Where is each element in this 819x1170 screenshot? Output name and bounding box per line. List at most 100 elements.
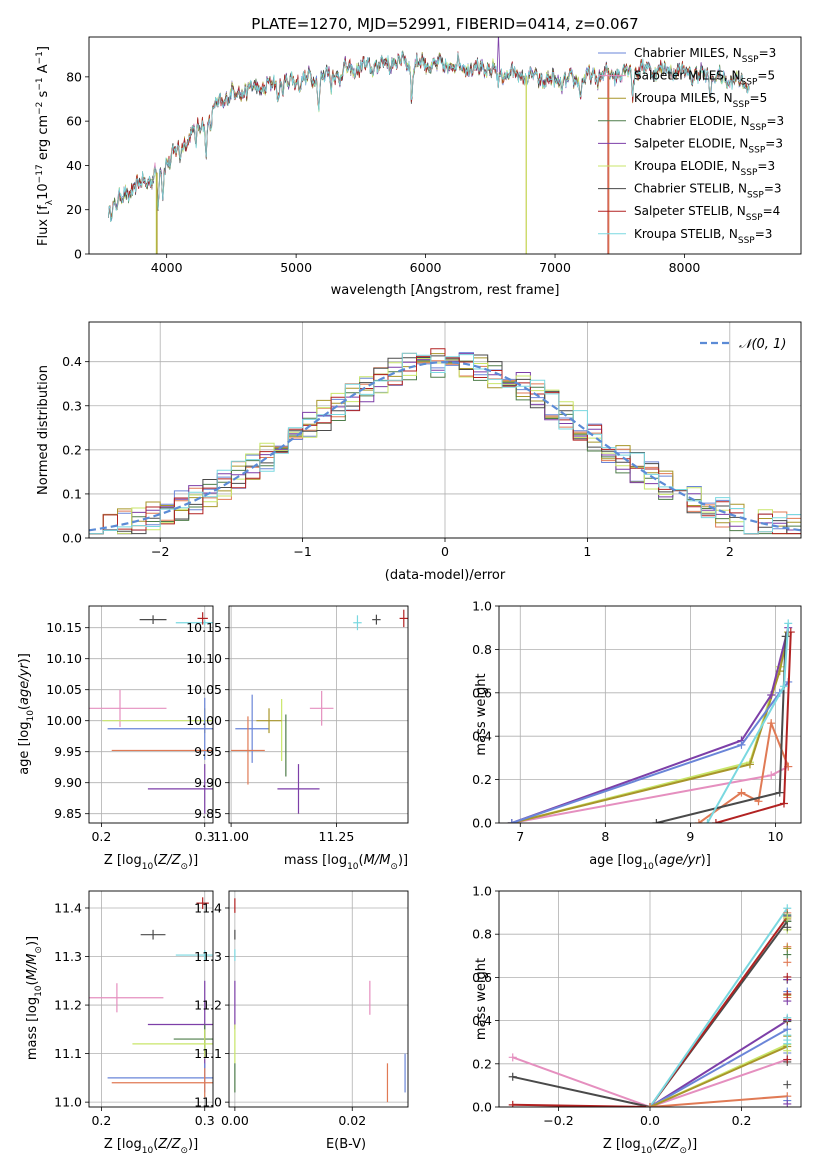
y-tick-label: 0.6 <box>472 685 492 700</box>
y-tick-label: 0.8 <box>472 927 492 942</box>
axes-massweight-vs-age: 7 8 9 10 0.0 0.2 0.4 0.6 0.8 1.0 age [log10(age/yr… <box>472 599 802 872</box>
weight-marker <box>508 1053 517 1062</box>
axes-frame <box>228 605 409 824</box>
weight-marker <box>783 1055 792 1064</box>
y-tick-label: 9.85 <box>194 806 222 821</box>
x-axis-label: Z [log10(Z/Z⊙)] <box>104 1137 198 1156</box>
data-point <box>196 897 209 909</box>
weight-marker <box>767 690 776 699</box>
weight-line-5 <box>649 1019 788 1107</box>
x-tick-label: 1 <box>583 544 591 559</box>
y-tick-label: 10.10 <box>186 651 222 666</box>
plot-area <box>234 898 406 1103</box>
axes-massweight-vs-Z: −0.2 0.0 0.2 0.0 0.2 0.4 0.6 0.8 1.0 Z [log10(Z/Z… <box>472 884 802 1156</box>
x-tick-label: 4000 <box>151 260 183 275</box>
axes-frame <box>88 321 802 539</box>
y-tick-label: 10.15 <box>46 620 82 635</box>
y-tick-label: 1.0 <box>472 599 492 614</box>
weight-line-5 <box>511 627 790 823</box>
data-point <box>353 615 362 631</box>
y-tick-label: 0.6 <box>472 970 492 985</box>
y-tick-label: 9.95 <box>54 744 82 759</box>
weight-marker <box>507 819 516 823</box>
axes-mass-vs-EBV: 0.00 0.02 11.0 11.1 11.2 11.3 11.4 E(B-V) <box>194 890 409 1152</box>
plot-area <box>89 348 801 535</box>
weight-marker <box>767 771 776 780</box>
x-tick-label: 0.0 <box>640 1113 660 1128</box>
y-tick-label: 10.05 <box>186 682 222 697</box>
plot-area <box>89 612 213 814</box>
x-tick-label: 0 <box>441 544 449 559</box>
y-axis-label: Normed distribution <box>36 365 51 495</box>
x-tick-label: 0.00 <box>221 1113 249 1128</box>
y-tick-label: 10.15 <box>186 620 222 635</box>
data-point <box>89 983 164 1013</box>
x-axis-label: age [log10(age/yr)] <box>589 853 711 872</box>
x-tick-label: −1 <box>293 544 311 559</box>
x-axis-label: Z [log10(Z/Z⊙)] <box>603 1137 697 1156</box>
weight-line-6 <box>649 1028 788 1107</box>
y-tick-label: 9.95 <box>194 744 222 759</box>
x-tick-label: 10 <box>768 829 784 844</box>
axes-mass-vs-Z: 0.2 0.3 11.0 11.1 11.2 11.3 11.4 Z [log10(Z/Z⊙)… <box>25 890 215 1156</box>
data-point <box>309 690 334 726</box>
y-tick-label: 11.0 <box>54 1095 82 1110</box>
y-tick-label: 10.00 <box>186 713 222 728</box>
x-tick-label: 0.2 <box>732 1113 752 1128</box>
axes-frame <box>88 36 802 255</box>
y-tick-label: 10.10 <box>46 651 82 666</box>
data-point <box>107 697 213 760</box>
weight-line-4 <box>511 631 790 823</box>
y-tick-label: 0.2 <box>62 442 82 457</box>
weight-marker <box>711 819 720 823</box>
y-tick-label: 9.90 <box>194 775 222 790</box>
plot-area <box>507 619 795 823</box>
x-axis-label: mass [log10(M/M⊙)] <box>284 853 408 872</box>
axes-frame <box>88 890 214 1108</box>
y-tick-label: 0.2 <box>472 1056 492 1071</box>
weight-marker <box>783 997 792 1006</box>
weight-marker <box>694 819 703 823</box>
data-point <box>277 764 320 814</box>
y-tick-label: 0 <box>74 247 82 262</box>
weight-marker <box>783 950 792 959</box>
y-tick-label: 20 <box>66 202 82 217</box>
legend-label: Chabrier MILES, NSSP=3 <box>634 46 776 65</box>
data-point <box>231 716 265 785</box>
weight-marker <box>783 990 792 999</box>
weight-marker <box>652 819 661 823</box>
data-point <box>197 612 208 625</box>
data-point <box>147 764 213 814</box>
x-axis-label: E(B-V) <box>326 1137 366 1152</box>
y-tick-label: 11.3 <box>194 949 222 964</box>
legend-label: 𝒩(0, 1) <box>739 337 786 352</box>
x-tick-label: 6000 <box>410 260 442 275</box>
histogram-9 <box>89 352 801 535</box>
axes-frame <box>228 890 409 1108</box>
axes-frame <box>498 890 802 1108</box>
halpha-emission <box>496 37 501 73</box>
y-tick-label: 9.90 <box>54 775 82 790</box>
y-axis-label: age [log10(age/yr)] <box>17 653 36 775</box>
y-tick-label: 0.4 <box>62 354 82 369</box>
weight-line-7 <box>656 636 787 823</box>
x-axis-label: (data-model)/error <box>385 568 506 583</box>
data-point <box>111 1068 213 1098</box>
y-tick-label: 11.1 <box>194 1046 222 1061</box>
legend-label: Kroupa ELODIE, NSSP=3 <box>634 159 775 178</box>
x-axis-label: wavelength [Angstrom, rest frame] <box>331 283 560 298</box>
y-tick-label: 10.00 <box>46 713 82 728</box>
data-point <box>256 708 282 734</box>
x-tick-label: 0.2 <box>91 829 111 844</box>
data-point <box>89 689 167 727</box>
weight-marker <box>784 619 793 628</box>
weight-marker <box>783 972 792 981</box>
plot-area <box>508 904 792 1107</box>
legend-label: Chabrier STELIB, NSSP=3 <box>634 182 782 201</box>
legend: Chabrier MILES, NSSP=3 Salpeter MILES, NS… <box>598 46 784 246</box>
y-tick-label: 40 <box>66 158 82 173</box>
x-tick-label: 7000 <box>539 260 571 275</box>
weight-marker <box>775 788 784 797</box>
data-point <box>175 950 213 960</box>
x-tick-label: 7 <box>516 829 524 844</box>
